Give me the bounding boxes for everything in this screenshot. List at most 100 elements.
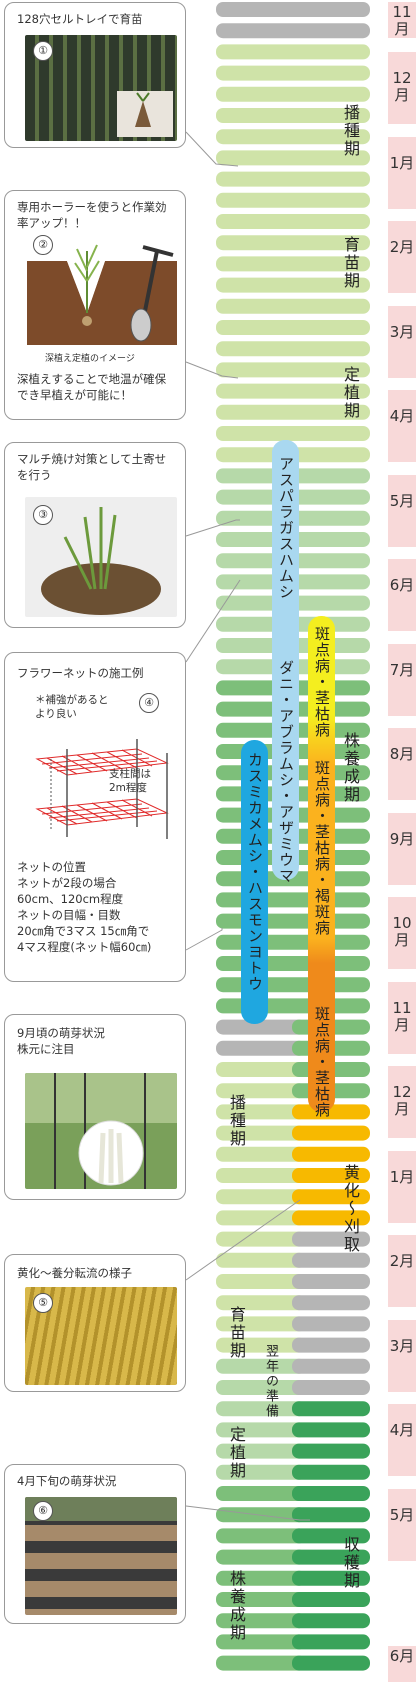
schedule-bar-left	[216, 1422, 306, 1438]
schedule-bar-left	[216, 1083, 306, 1099]
sprout-photo	[25, 1073, 177, 1189]
pest-pill-caterpillar	[241, 740, 268, 1024]
schedule-bar-right	[292, 1422, 370, 1438]
schedule-bar-right	[292, 1486, 370, 1501]
month-label: 7月	[388, 643, 416, 716]
schedule-bar-left	[216, 1104, 306, 1120]
schedule-bar	[216, 383, 370, 399]
schedule-bar-left	[216, 1592, 306, 1607]
schedule-bar-right	[292, 1592, 370, 1607]
month-label: 4月	[388, 1404, 416, 1476]
schedule-bar-right	[292, 1549, 370, 1565]
schedule-bar-right	[292, 1401, 370, 1417]
schedule-bar-left	[216, 1380, 306, 1395]
schedule-bar-right	[292, 1337, 370, 1353]
month-label: 1月	[388, 136, 416, 209]
schedule-bar-right	[292, 1464, 370, 1480]
month-label: 11月	[388, 981, 416, 1054]
schedule-bar-right	[292, 1189, 370, 1205]
schedule-bar-left	[216, 1168, 306, 1183]
month-label: 12月	[388, 1066, 416, 1138]
schedule-bar-left	[216, 1252, 306, 1268]
schedule-bar-right	[292, 1655, 370, 1671]
schedule-bar-right	[292, 1570, 370, 1586]
card3-text: マルチ焼け対策として土寄せを行う	[17, 452, 167, 482]
schedule-bar	[216, 956, 370, 971]
card2-number: ②	[33, 235, 53, 255]
month-label: 9月	[388, 812, 416, 885]
schedule-bar	[216, 913, 370, 929]
second-growth-label: 株養成期	[227, 1570, 246, 1642]
month-label: 10月	[388, 897, 416, 969]
disease-text-2: 斑点病・茎枯病・褐斑病	[313, 760, 331, 936]
schedule-bar	[216, 171, 370, 187]
schedule-bar	[216, 426, 370, 441]
schedule-bar	[216, 892, 370, 908]
schedule-bar-left	[216, 1274, 306, 1289]
schedule-bar-left	[216, 1337, 306, 1353]
schedule-bar-left	[216, 1464, 306, 1480]
second-nursery-label: 育苗期	[227, 1306, 246, 1360]
card6-number: ⑤	[33, 1293, 53, 1313]
card4-note2: 支柱間は 2m程度	[109, 768, 151, 794]
schedule-bar-left	[216, 1655, 306, 1671]
card2-caption: 深植え定植のイメージ	[45, 354, 135, 364]
card7-number: ⑥	[33, 1501, 53, 1521]
yellowing-label: 黄化〜刈取	[341, 1164, 360, 1254]
pest-aphid-text: アスパラガスハムシ	[277, 456, 295, 600]
note-card-4: フラワーネットの施工例 ＊補強があると より良い ④ 支柱間は 2m程度 ネット…	[4, 652, 186, 982]
card4-title: フラワーネットの施工例	[17, 666, 144, 680]
schedule-bar-right	[292, 1507, 370, 1523]
month-label: 3月	[388, 305, 416, 378]
schedule-bar-right	[292, 1380, 370, 1395]
card1-text: 128穴セルトレイで育苗	[17, 12, 143, 26]
note-card-7: 4月下旬の萌芽状況 ⑥	[4, 1464, 186, 1624]
note-card-5: 9月頃の萌芽状況 株元に注目	[4, 1014, 186, 1200]
flower-net-diagram	[35, 739, 169, 839]
card1-number: ①	[33, 41, 53, 61]
disease-text-1: 斑点病・茎枯病	[313, 626, 331, 738]
schedule-bar-left	[216, 1125, 306, 1141]
schedule-bar	[216, 192, 370, 208]
schedule-bar-left	[216, 1019, 306, 1035]
card6-text: 黄化〜養分転流の様子	[17, 1266, 132, 1280]
schedule-bar	[216, 934, 370, 950]
schedule-bar-left	[216, 1062, 306, 1077]
month-label: 2月	[388, 221, 416, 293]
schedule-bar-right	[292, 1316, 370, 1332]
schedule-bar	[216, 998, 370, 1014]
schedule-bar	[216, 2, 370, 17]
schedule-bar	[216, 362, 370, 378]
stage-growth-label: 株養成期	[341, 732, 360, 804]
pest-mite-text: ダニ・アブラムシ・アザミウマ	[277, 660, 295, 884]
schedule-bar-right	[292, 1295, 370, 1311]
month-label: 5月	[388, 1488, 416, 1561]
note-card-1: 128穴セルトレイで育苗 ①	[4, 2, 186, 148]
schedule-bar	[216, 44, 370, 60]
schedule-bar	[216, 65, 370, 81]
month-label: 4月	[388, 390, 416, 462]
schedule-bar	[216, 341, 370, 357]
note-card-3: マルチ焼け対策として土寄せを行う ③	[4, 442, 186, 628]
second-sowing-label: 播種期	[227, 1094, 246, 1148]
note-card-6: 黄化〜養分転流の様子 ⑤	[4, 1254, 186, 1392]
card4-number: ④	[139, 693, 159, 713]
schedule-bar	[216, 129, 370, 145]
card2-body: 深植えすることで地温が確保でき早植えが可能に！	[17, 372, 167, 402]
schedule-bar	[216, 320, 370, 335]
prep-label: 翌年の準備	[263, 1344, 278, 1419]
month-label: 6月	[388, 1646, 416, 1682]
month-label: 5月	[388, 474, 416, 547]
card4-note1: ＊補強があると より良い	[35, 694, 109, 720]
schedule-bar-left	[216, 1358, 306, 1374]
schedule-bar-right	[292, 1358, 370, 1374]
stage-planting-label: 定植期	[341, 366, 360, 420]
schedule-bar	[216, 977, 370, 993]
schedule-bar-left	[216, 1486, 306, 1501]
schedule-bar	[216, 150, 370, 166]
schedule-bar	[216, 277, 370, 293]
schedule-bar-left	[216, 1295, 306, 1311]
pest-pill-aphid-top	[272, 440, 299, 630]
card3-number: ③	[33, 505, 53, 525]
